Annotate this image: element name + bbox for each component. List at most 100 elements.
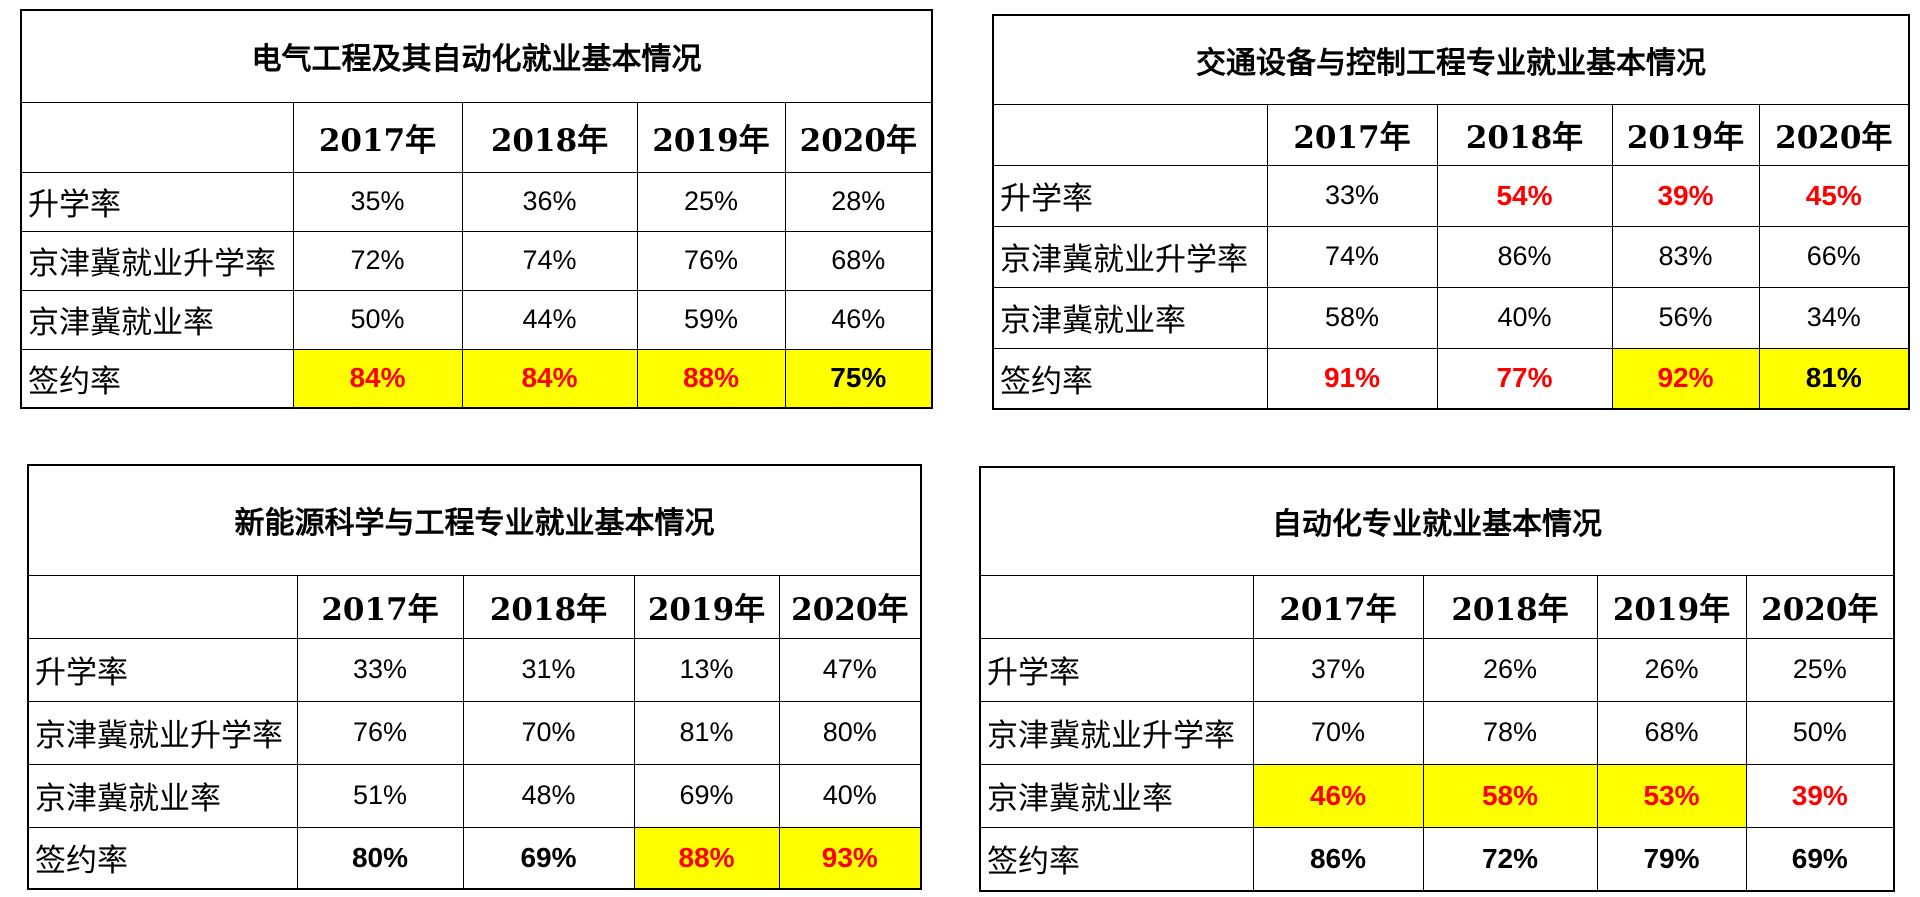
- value-cell: 58%: [1422, 763, 1598, 828]
- value-cell: 81%: [1758, 347, 1910, 410]
- value-cell: 66%: [1758, 225, 1910, 288]
- value-cell: 81%: [633, 700, 780, 765]
- table-row: 升学率 33% 54% 39% 45%: [992, 164, 1910, 227]
- value-cell: 39%: [1611, 164, 1760, 227]
- value-cell: 74%: [1266, 225, 1438, 288]
- row-label: 签约率: [979, 826, 1254, 892]
- value-cell: 56%: [1611, 286, 1760, 349]
- row-label: 签约率: [20, 348, 294, 409]
- row-label: 京津冀就业升学率: [979, 700, 1254, 765]
- year-header: 2017年: [1266, 103, 1438, 166]
- table-row: 升学率 33% 31% 13% 47%: [27, 637, 922, 702]
- table-row: 签约率 84% 84% 88% 75%: [20, 348, 933, 409]
- value-cell: 40%: [778, 763, 922, 828]
- value-cell: 92%: [1611, 347, 1760, 410]
- value-cell: 84%: [292, 348, 463, 409]
- value-cell: 58%: [1266, 286, 1438, 349]
- year-header-row: 2017年 2018年 2019年 2020年: [992, 103, 1910, 166]
- value-cell: 34%: [1758, 286, 1910, 349]
- year-header: 2019年: [1596, 574, 1747, 639]
- value-cell: 86%: [1252, 826, 1424, 892]
- row-label: 升学率: [979, 637, 1254, 702]
- value-cell: 69%: [633, 763, 780, 828]
- row-label: 升学率: [992, 164, 1268, 227]
- value-cell: 25%: [636, 171, 786, 232]
- row-label: 京津冀就业率: [992, 286, 1268, 349]
- value-cell: 59%: [636, 289, 786, 350]
- table-row: 京津冀就业升学率 70% 78% 68% 50%: [979, 700, 1895, 765]
- value-cell: 77%: [1436, 347, 1613, 410]
- table-row: 签约率 91% 77% 92% 81%: [992, 347, 1910, 410]
- value-cell: 76%: [636, 230, 786, 291]
- table-row: 升学率 35% 36% 25% 28%: [20, 171, 933, 232]
- value-cell: 36%: [461, 171, 638, 232]
- corner-cell: [20, 101, 294, 173]
- row-label: 京津冀就业升学率: [27, 700, 298, 765]
- table-transport-equipment-control: 交通设备与控制工程专业就业基本情况 2017年 2018年 2019年 2020…: [992, 14, 1911, 410]
- value-cell: 69%: [462, 826, 635, 890]
- row-label: 京津冀就业升学率: [20, 230, 294, 291]
- table-row: 京津冀就业升学率 74% 86% 83% 66%: [992, 225, 1910, 288]
- value-cell: 88%: [633, 826, 780, 890]
- row-label: 签约率: [992, 347, 1268, 410]
- value-cell: 50%: [292, 289, 463, 350]
- value-cell: 78%: [1422, 700, 1598, 765]
- year-header: 2017年: [1252, 574, 1424, 639]
- value-cell: 39%: [1745, 763, 1895, 828]
- year-header: 2018年: [461, 101, 638, 173]
- value-cell: 40%: [1436, 286, 1613, 349]
- value-cell: 31%: [462, 637, 635, 702]
- value-cell: 68%: [1596, 700, 1747, 765]
- table-row: 京津冀就业率 58% 40% 56% 34%: [992, 286, 1910, 349]
- year-header: 2018年: [462, 574, 635, 639]
- year-header: 2018年: [1422, 574, 1598, 639]
- value-cell: 72%: [1422, 826, 1598, 892]
- table-automation: 自动化专业就业基本情况 2017年 2018年 2019年 2020年 升学率 …: [979, 466, 1896, 892]
- table-row: 京津冀就业率 51% 48% 69% 40%: [27, 763, 922, 828]
- table-row: 签约率 80% 69% 88% 93%: [27, 826, 922, 890]
- value-cell: 76%: [296, 700, 464, 765]
- value-cell: 68%: [784, 230, 933, 291]
- table-row: 京津冀就业升学率 76% 70% 81% 80%: [27, 700, 922, 765]
- value-cell: 13%: [633, 637, 780, 702]
- value-cell: 91%: [1266, 347, 1438, 410]
- value-cell: 28%: [784, 171, 933, 232]
- row-label: 京津冀就业率: [27, 763, 298, 828]
- value-cell: 74%: [461, 230, 638, 291]
- value-cell: 35%: [292, 171, 463, 232]
- table-title: 交通设备与控制工程专业就业基本情况: [992, 14, 1910, 105]
- value-cell: 47%: [778, 637, 922, 702]
- value-cell: 70%: [462, 700, 635, 765]
- corner-cell: [27, 574, 298, 639]
- year-header-row: 2017年 2018年 2019年 2020年: [979, 574, 1895, 639]
- value-cell: 26%: [1596, 637, 1747, 702]
- value-cell: 83%: [1611, 225, 1760, 288]
- value-cell: 46%: [784, 289, 933, 350]
- year-header-row: 2017年 2018年 2019年 2020年: [27, 574, 922, 639]
- row-label: 升学率: [27, 637, 298, 702]
- table-title: 自动化专业就业基本情况: [979, 466, 1895, 576]
- row-label: 升学率: [20, 171, 294, 232]
- value-cell: 75%: [784, 348, 933, 409]
- value-cell: 84%: [461, 348, 638, 409]
- year-header: 2019年: [633, 574, 780, 639]
- table-electrical-engineering: 电气工程及其自动化就业基本情况 2017年 2018年 2019年 2020年 …: [20, 9, 934, 409]
- corner-cell: [992, 103, 1268, 166]
- year-header: 2018年: [1436, 103, 1613, 166]
- year-header: 2020年: [1758, 103, 1910, 166]
- year-header-row: 2017年 2018年 2019年 2020年: [20, 101, 933, 173]
- table-title: 电气工程及其自动化就业基本情况: [20, 9, 933, 103]
- year-header: 2020年: [1745, 574, 1895, 639]
- value-cell: 45%: [1758, 164, 1910, 227]
- value-cell: 26%: [1422, 637, 1598, 702]
- value-cell: 88%: [636, 348, 786, 409]
- value-cell: 69%: [1745, 826, 1895, 892]
- value-cell: 79%: [1596, 826, 1747, 892]
- table-title: 新能源科学与工程专业就业基本情况: [27, 464, 922, 576]
- row-label: 京津冀就业升学率: [992, 225, 1268, 288]
- value-cell: 86%: [1436, 225, 1613, 288]
- table-row: 京津冀就业率 50% 44% 59% 46%: [20, 289, 933, 350]
- value-cell: 72%: [292, 230, 463, 291]
- value-cell: 37%: [1252, 637, 1424, 702]
- value-cell: 51%: [296, 763, 464, 828]
